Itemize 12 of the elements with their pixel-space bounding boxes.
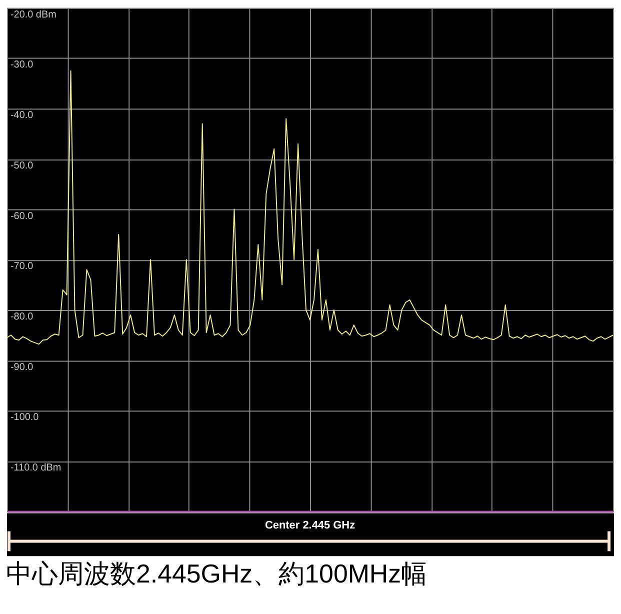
y-tick-label: -60.0 — [10, 210, 34, 222]
y-tick-label: -80.0 — [10, 311, 34, 322]
y-tick-label: -90.0 — [10, 362, 34, 373]
y-tick-label: -50.0 — [10, 160, 34, 172]
y-tick-label: -70.0 — [10, 261, 34, 272]
y-tick-label: -40.0 — [10, 110, 34, 122]
y-tick-label: -30.0 — [10, 60, 34, 71]
y-tick-label: -110.0 dBm — [10, 462, 62, 474]
y-tick-label: -20.0 dBm — [10, 9, 56, 20]
y-tick-label: -100.0 — [10, 412, 40, 424]
text: 中心周波数2.445GHz、約100MHz幅 — [6, 560, 428, 589]
text: Center 2.445 GHz — [264, 519, 356, 532]
